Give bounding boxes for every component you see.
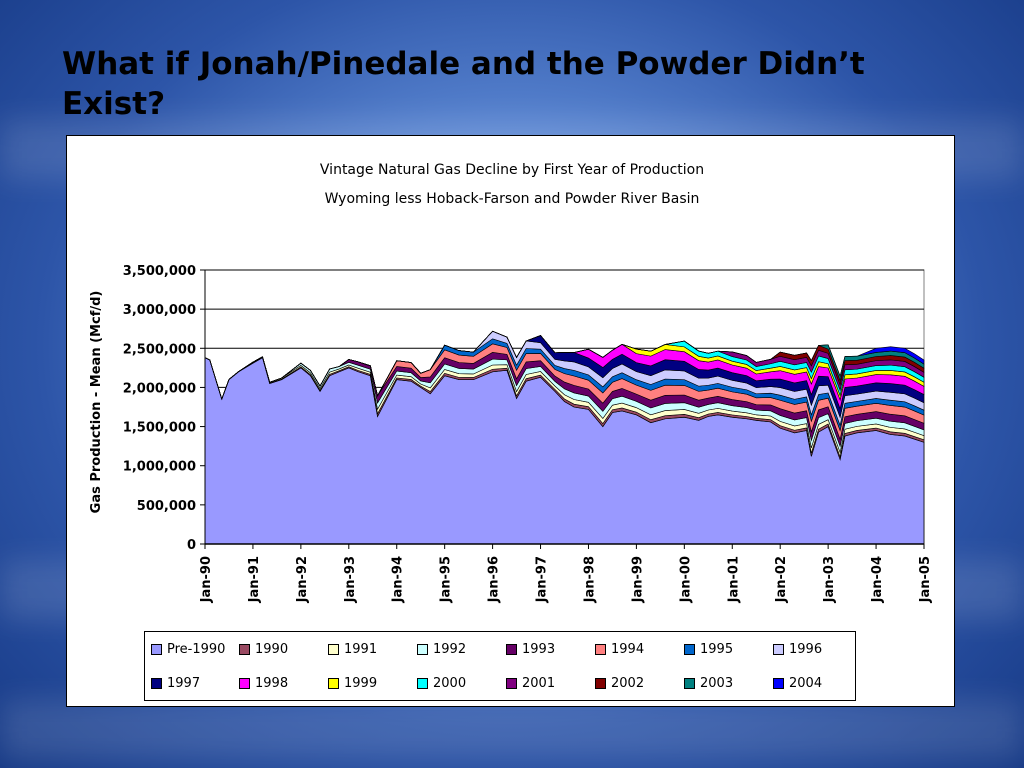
legend-swatch: [151, 643, 162, 655]
slide-title: What if Jonah/Pinedale and the Powder Di…: [62, 46, 865, 122]
y-tick-label: 500,000: [137, 499, 196, 514]
legend-item-1999: 1999: [328, 674, 377, 692]
chart-title: Vintage Natural Gas Decline by First Yea…: [320, 162, 704, 178]
y-tick-label: 1,500,000: [123, 421, 196, 436]
legend-label: 1994: [611, 641, 645, 657]
x-tick-label: Jan-05: [918, 556, 933, 603]
x-tick-label: Jan-03: [822, 556, 837, 603]
legend-item-1991: 1991: [328, 640, 377, 658]
legend-item-2000: 2000: [417, 674, 466, 692]
legend-label: 1990: [255, 641, 289, 657]
y-axis-label: Gas Production - Mean (Mcf/d): [89, 291, 104, 514]
legend-label: 1991: [344, 641, 378, 657]
legend-label: 2002: [611, 675, 645, 691]
y-tick-label: 0: [187, 538, 196, 553]
x-tick-label: Jan-01: [726, 556, 741, 603]
legend-label: 1993: [522, 641, 556, 657]
legend-label: 1992: [433, 641, 467, 657]
y-tick-label: 3,000,000: [123, 303, 196, 318]
legend-item-1995: 1995: [684, 640, 733, 658]
y-tick-labels: 3,500,000 3,000,000 2,500,000 2,000,000 1,50…: [123, 264, 196, 553]
stacked-areas: [204, 330, 925, 545]
x-tick-label: Jan-00: [678, 556, 693, 603]
legend-label: 2004: [789, 675, 823, 691]
x-tick-label: Jan-94: [391, 556, 406, 603]
legend-swatch: [595, 677, 606, 689]
y-tick-label: 2,500,000: [123, 342, 196, 357]
legend-item-1996: 1996: [773, 640, 822, 658]
legend-label: 2000: [433, 675, 467, 691]
legend-swatch: [595, 643, 606, 655]
chart-frame: Vintage Natural Gas Decline by First Yea…: [66, 135, 955, 707]
legend: Pre-1990 1990 1991 1992 1993 1994 1995 1996 1997…: [144, 631, 856, 701]
legend-item-2001: 2001: [506, 674, 555, 692]
legend-swatch: [506, 677, 517, 689]
x-tick-label: Jan-90: [199, 556, 214, 603]
legend-item-2002: 2002: [595, 674, 644, 692]
x-tick-label: Jan-91: [247, 556, 262, 603]
legend-swatch: [684, 643, 695, 655]
legend-item-Pre-1990: Pre-1990: [151, 640, 225, 658]
legend-label: 2003: [700, 675, 734, 691]
x-tick-label: Jan-04: [870, 556, 885, 603]
x-tick-label: Jan-93: [343, 556, 358, 603]
legend-item-1993: 1993: [506, 640, 555, 658]
legend-item-1992: 1992: [417, 640, 466, 658]
area-2004: [204, 330, 925, 400]
y-tick-label: 3,500,000: [123, 264, 196, 279]
legend-label: Pre-1990: [167, 641, 226, 657]
legend-swatch: [328, 643, 339, 655]
legend-swatch: [684, 677, 695, 689]
legend-swatch: [773, 677, 784, 689]
legend-swatch: [417, 643, 428, 655]
legend-swatch: [417, 677, 428, 689]
legend-swatch: [506, 643, 517, 655]
legend-swatch: [151, 677, 162, 689]
x-tick-label: Jan-96: [487, 556, 502, 603]
x-tick-label: Jan-99: [630, 556, 645, 603]
vintage-decline-chart: Vintage Natural Gas Decline by First Yea…: [89, 162, 933, 603]
legend-item-1997: 1997: [151, 674, 200, 692]
legend-swatch: [239, 643, 250, 655]
legend-label: 1996: [789, 641, 823, 657]
legend-swatch: [239, 677, 250, 689]
x-tick-label: Jan-98: [582, 556, 597, 603]
axes: [200, 269, 925, 549]
x-tick-label: Jan-02: [774, 556, 789, 603]
legend-item-2004: 2004: [773, 674, 822, 692]
x-tick-label: Jan-97: [535, 556, 550, 603]
legend-label: 1998: [255, 675, 289, 691]
x-tick-label: Jan-92: [295, 556, 310, 603]
legend-label: 1999: [344, 675, 378, 691]
legend-item-1990: 1990: [239, 640, 288, 658]
legend-label: 2001: [522, 675, 556, 691]
y-tick-label: 2,000,000: [123, 381, 196, 396]
legend-item-2003: 2003: [684, 674, 733, 692]
legend-label: 1997: [167, 675, 201, 691]
x-tick-label: Jan-95: [439, 556, 454, 603]
legend-label: 1995: [700, 641, 734, 657]
chart-subtitle: Wyoming less Hoback-Farson and Powder Ri…: [325, 191, 700, 207]
legend-item-1998: 1998: [239, 674, 288, 692]
legend-item-1994: 1994: [595, 640, 644, 658]
x-tick-labels: Jan-90 Jan-91 Jan-92 Jan-93 Jan-94 Jan-95 Jan-…: [199, 556, 933, 603]
legend-swatch: [773, 643, 784, 655]
legend-swatch: [328, 677, 339, 689]
background-streak: [0, 700, 1024, 760]
y-tick-label: 1,000,000: [123, 460, 196, 475]
